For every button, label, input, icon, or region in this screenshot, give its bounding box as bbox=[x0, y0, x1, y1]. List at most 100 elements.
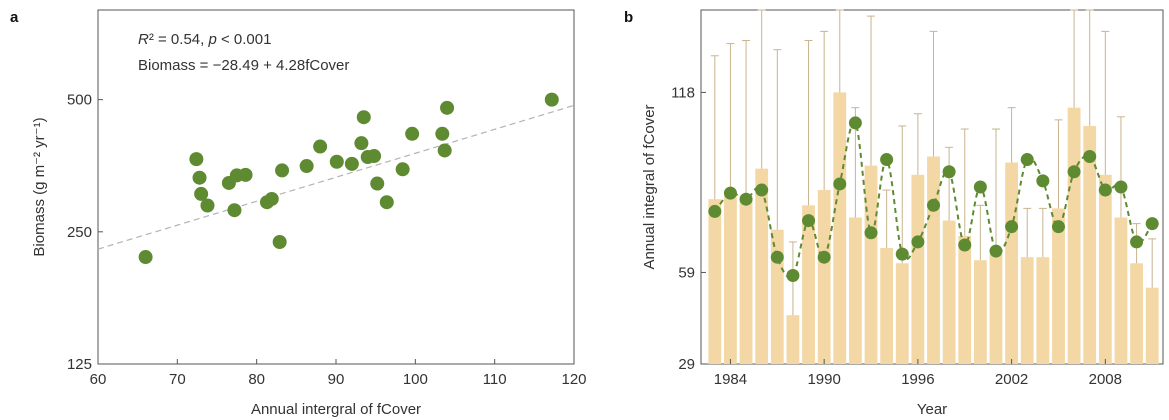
panel-a-x-tick-label: 100 bbox=[403, 371, 428, 388]
panel-b-data-point bbox=[1051, 220, 1065, 234]
panel-b-bar bbox=[708, 199, 722, 364]
panel-b-data-point bbox=[833, 177, 847, 191]
panel-b-bar bbox=[724, 196, 737, 364]
panel-b-bar bbox=[1067, 107, 1081, 364]
panel-b-data-point bbox=[848, 116, 862, 130]
panel-a-data-point bbox=[192, 170, 207, 185]
panel-a-data-point bbox=[138, 250, 153, 265]
panel-a-data-point bbox=[272, 234, 287, 249]
panel-b-bar bbox=[864, 165, 878, 364]
panel-b-bar: b 1984 1990 1996 2002 2008 29 59 118 Year Annu… bbox=[624, 9, 1164, 418]
panel-a-y-axis: 125 250 500 bbox=[67, 92, 103, 373]
panel-b-bar bbox=[786, 315, 800, 364]
panel-a-data-point bbox=[435, 126, 450, 141]
panel-a-annotation-r2-part: < 0.001 bbox=[217, 31, 272, 48]
panel-b-y-tick-label: 118 bbox=[671, 84, 695, 101]
panel-b-x-tick-label: 1984 bbox=[714, 371, 747, 388]
panel-b-data-point bbox=[895, 247, 909, 261]
panel-b-data-point bbox=[1005, 220, 1019, 234]
panel-b-bar bbox=[1036, 257, 1050, 364]
panel-b-data-point bbox=[958, 238, 972, 252]
panel-a-x-axis: 60 70 80 90 100 110 120 bbox=[90, 359, 587, 388]
panel-b-bar bbox=[802, 205, 815, 364]
panel-b-y-axis-label: Annual integral of fCover bbox=[641, 104, 658, 269]
panel-b-data-point bbox=[880, 153, 894, 167]
panel-b-y-tick-label: 29 bbox=[678, 356, 695, 373]
panel-b-data-point bbox=[1036, 174, 1050, 188]
panel-b-data-point bbox=[1020, 153, 1034, 167]
panel-b-y-axis: 29 59 118 bbox=[671, 84, 706, 373]
panel-b-x-tick-label: 2008 bbox=[1089, 371, 1122, 388]
panel-b-data-point bbox=[739, 192, 753, 206]
panel-a-annotation-r2-part: ² = 0.54, bbox=[149, 31, 209, 48]
panel-b-data-point bbox=[723, 186, 737, 200]
panel-b-data-point bbox=[1145, 217, 1159, 231]
panel-b-data-point bbox=[1098, 183, 1112, 197]
panel-a-scatter: a 60 70 80 90 100 110 120 125 250 500 R² = 0.54,… bbox=[10, 9, 587, 418]
panel-a-data-point bbox=[313, 139, 328, 154]
panel-b-bar bbox=[1005, 162, 1019, 364]
panel-a-data-point bbox=[367, 149, 382, 164]
panel-b-x-axis: 1984 1990 1996 2002 2008 bbox=[714, 359, 1122, 388]
panel-b-data-point bbox=[1114, 180, 1128, 194]
panel-a-data-point bbox=[200, 198, 215, 213]
panel-b-data-point bbox=[1083, 149, 1097, 163]
panel-a-data-point bbox=[437, 143, 452, 158]
panel-a-data-point bbox=[194, 186, 209, 201]
panel-b-bar bbox=[1083, 125, 1097, 364]
panel-b-bar bbox=[958, 235, 972, 364]
panel-a-x-tick-label: 80 bbox=[248, 371, 265, 388]
panel-b-data-point bbox=[973, 180, 987, 194]
panel-a-fit-line bbox=[97, 104, 575, 250]
panel-a-data-point bbox=[544, 92, 559, 107]
panel-b-x-tick-label: 2002 bbox=[995, 371, 1028, 388]
panel-b-bar bbox=[942, 220, 956, 364]
panel-a-x-tick-label: 70 bbox=[169, 371, 186, 388]
panel-b-data-point bbox=[864, 226, 878, 240]
panel-a-x-tick-label: 60 bbox=[90, 371, 107, 388]
panel-b-data-point bbox=[989, 244, 1003, 258]
panel-b-data-point bbox=[708, 204, 722, 218]
panel-b-bar bbox=[1130, 263, 1143, 364]
panel-b-bar bbox=[911, 174, 925, 364]
panel-a-x-tick-label: 120 bbox=[561, 371, 586, 388]
panel-b-bar bbox=[895, 263, 909, 364]
panel-a-data-point bbox=[440, 100, 455, 115]
panel-a-data-point bbox=[344, 156, 359, 171]
panel-b-bars-layer bbox=[708, 92, 1159, 365]
panel-b-data-point bbox=[817, 250, 831, 264]
panel-b-data-point bbox=[1130, 235, 1144, 249]
panel-a-data-point bbox=[275, 163, 290, 178]
panel-b-errorbars-layer bbox=[710, 9, 1157, 316]
panel-b-bar bbox=[1052, 208, 1065, 364]
panel-b-x-axis-label: Year bbox=[917, 401, 947, 418]
panel-b-bar bbox=[1098, 174, 1112, 364]
panel-b-data-point bbox=[770, 250, 784, 264]
panel-b-x-tick-label: 1990 bbox=[807, 371, 840, 388]
panel-a-annotation-r2-part: p bbox=[207, 31, 216, 48]
panel-b-bar bbox=[755, 168, 769, 364]
panel-a-data-point bbox=[354, 136, 369, 151]
panel-b-bar bbox=[880, 248, 894, 364]
panel-a-x-axis-label: Annual intergral of fCover bbox=[251, 401, 421, 418]
panel-b-bar bbox=[989, 254, 1003, 364]
panel-b-bar bbox=[973, 260, 987, 364]
panel-a-data-point bbox=[238, 167, 253, 182]
panel-b-bar bbox=[739, 196, 753, 364]
panel-b-data-point bbox=[802, 214, 816, 228]
panel-a-x-tick-label: 90 bbox=[328, 371, 345, 388]
panel-b-bar bbox=[833, 92, 847, 365]
panel-b-data-point bbox=[786, 269, 800, 282]
panel-b-bar bbox=[1020, 257, 1034, 364]
panel-a-data-point bbox=[370, 176, 385, 191]
panel-b-bar bbox=[848, 217, 862, 364]
panel-b-data-point bbox=[942, 165, 956, 179]
panel-a-fit-layer bbox=[97, 104, 575, 250]
panel-b-points-layer bbox=[708, 116, 1159, 282]
panel-b-data-point bbox=[1067, 165, 1081, 179]
panel-a-y-axis-label: Biomass (g m⁻² yr⁻¹) bbox=[31, 117, 48, 256]
panel-a-data-point bbox=[379, 195, 394, 210]
panel-b-bar bbox=[817, 190, 831, 364]
panel-a-points-layer bbox=[138, 92, 559, 265]
